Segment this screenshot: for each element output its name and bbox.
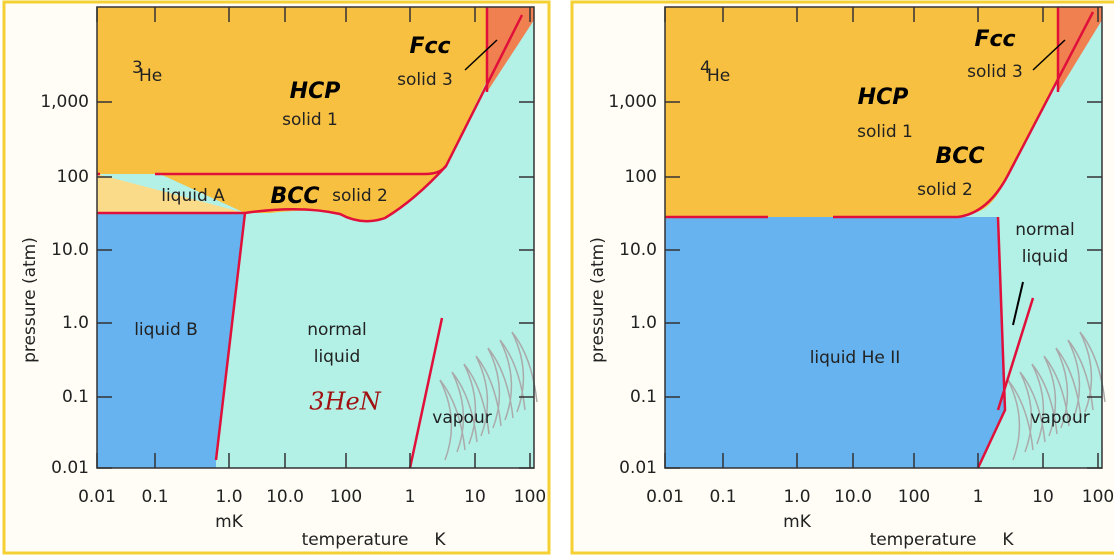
x-tick-label: 10.0 xyxy=(834,487,872,507)
panel: 1,000 100 10.0 1.0 0.1 0.01 0.01 0.1 1.0 10.0 100 1… xyxy=(4,2,549,553)
region-liquid-he2 xyxy=(665,217,1005,468)
phase-label: vapour xyxy=(432,408,491,428)
x-tick-label: 1.0 xyxy=(215,487,242,507)
phase-label: solid 3 xyxy=(967,62,1023,82)
y-tick-label: 100 xyxy=(625,167,657,187)
x-tick-label: 100 xyxy=(898,487,930,507)
phase-label: vapour xyxy=(1030,408,1089,428)
x-unit: K xyxy=(1002,530,1014,550)
y-tick-label: 0.01 xyxy=(619,458,657,478)
x-unit: K xyxy=(434,530,446,550)
panel: 1,000 100 10.0 1.0 0.1 0.01 0.01 0.1 1.0 10.0 100 1… xyxy=(572,2,1114,553)
handwritten-annotation: HCP xyxy=(858,85,909,110)
x-tick-label: 0.1 xyxy=(709,487,736,507)
x-tick-label: 1 xyxy=(405,487,416,507)
phase-label: liquid He II xyxy=(810,348,901,368)
x-tick-label: 100 xyxy=(514,487,546,507)
y-tick-label: 1,000 xyxy=(608,92,657,112)
y-tick-label: 1.0 xyxy=(630,313,657,333)
x-tick-label: 1 xyxy=(973,487,984,507)
handwritten-annotation: Fcc xyxy=(974,27,1015,52)
x-tick-label: 0.01 xyxy=(78,487,116,507)
phase-label: normal xyxy=(1015,220,1075,240)
x-tick-label: 10.0 xyxy=(266,487,304,507)
handwritten-annotation: 3HeN xyxy=(309,388,381,416)
y-tick-label: 1.0 xyxy=(62,313,89,333)
x-tick-label: 10 xyxy=(464,487,486,507)
isotope-element: He xyxy=(139,66,162,86)
y-tick-label: 10.0 xyxy=(51,240,89,260)
y-tick-label: 0.1 xyxy=(630,387,657,407)
y-axis-label: pressure (atm) xyxy=(588,237,608,363)
phase-label: solid 2 xyxy=(917,180,973,200)
phase-label: liquid xyxy=(314,347,361,367)
x-unit: mK xyxy=(783,512,812,532)
phase-label: solid 1 xyxy=(857,122,913,142)
handwritten-annotation: HCP xyxy=(290,79,341,104)
y-axis-label: pressure (atm) xyxy=(20,237,40,363)
y-tick-label: 0.1 xyxy=(62,387,89,407)
phase-label: liquid xyxy=(1022,247,1069,267)
handwritten-annotation: BCC xyxy=(270,184,319,209)
x-tick-label: 1.0 xyxy=(783,487,810,507)
x-tick-label: 0.1 xyxy=(141,487,168,507)
y-tick-label: 100 xyxy=(57,167,89,187)
x-axis-label: temperature xyxy=(870,530,977,550)
phase-label: liquid A xyxy=(161,186,225,206)
x-tick-label: 100 xyxy=(1082,487,1114,507)
phase-label: normal xyxy=(307,320,367,340)
phase-label: solid 2 xyxy=(332,186,388,206)
x-unit: mK xyxy=(215,512,244,532)
isotope-element: He xyxy=(707,66,730,86)
handwritten-annotation: Fcc xyxy=(409,34,450,59)
x-tick-label: 10 xyxy=(1032,487,1054,507)
x-tick-label: 0.01 xyxy=(646,487,684,507)
handwritten-annotation: BCC xyxy=(935,144,984,169)
phase-label: solid 1 xyxy=(282,110,338,130)
y-tick-label: 1,000 xyxy=(40,92,89,112)
y-tick-label: 10.0 xyxy=(619,240,657,260)
phase-label: liquid B xyxy=(134,320,198,340)
x-axis-label: temperature xyxy=(302,530,409,550)
x-tick-label: 100 xyxy=(330,487,362,507)
phase-label: solid 3 xyxy=(397,70,453,90)
y-tick-label: 0.01 xyxy=(51,458,89,478)
phase-diagrams: 1,000 100 10.0 1.0 0.1 0.01 0.01 0.1 1.0 10.0 100 1… xyxy=(0,0,1114,557)
